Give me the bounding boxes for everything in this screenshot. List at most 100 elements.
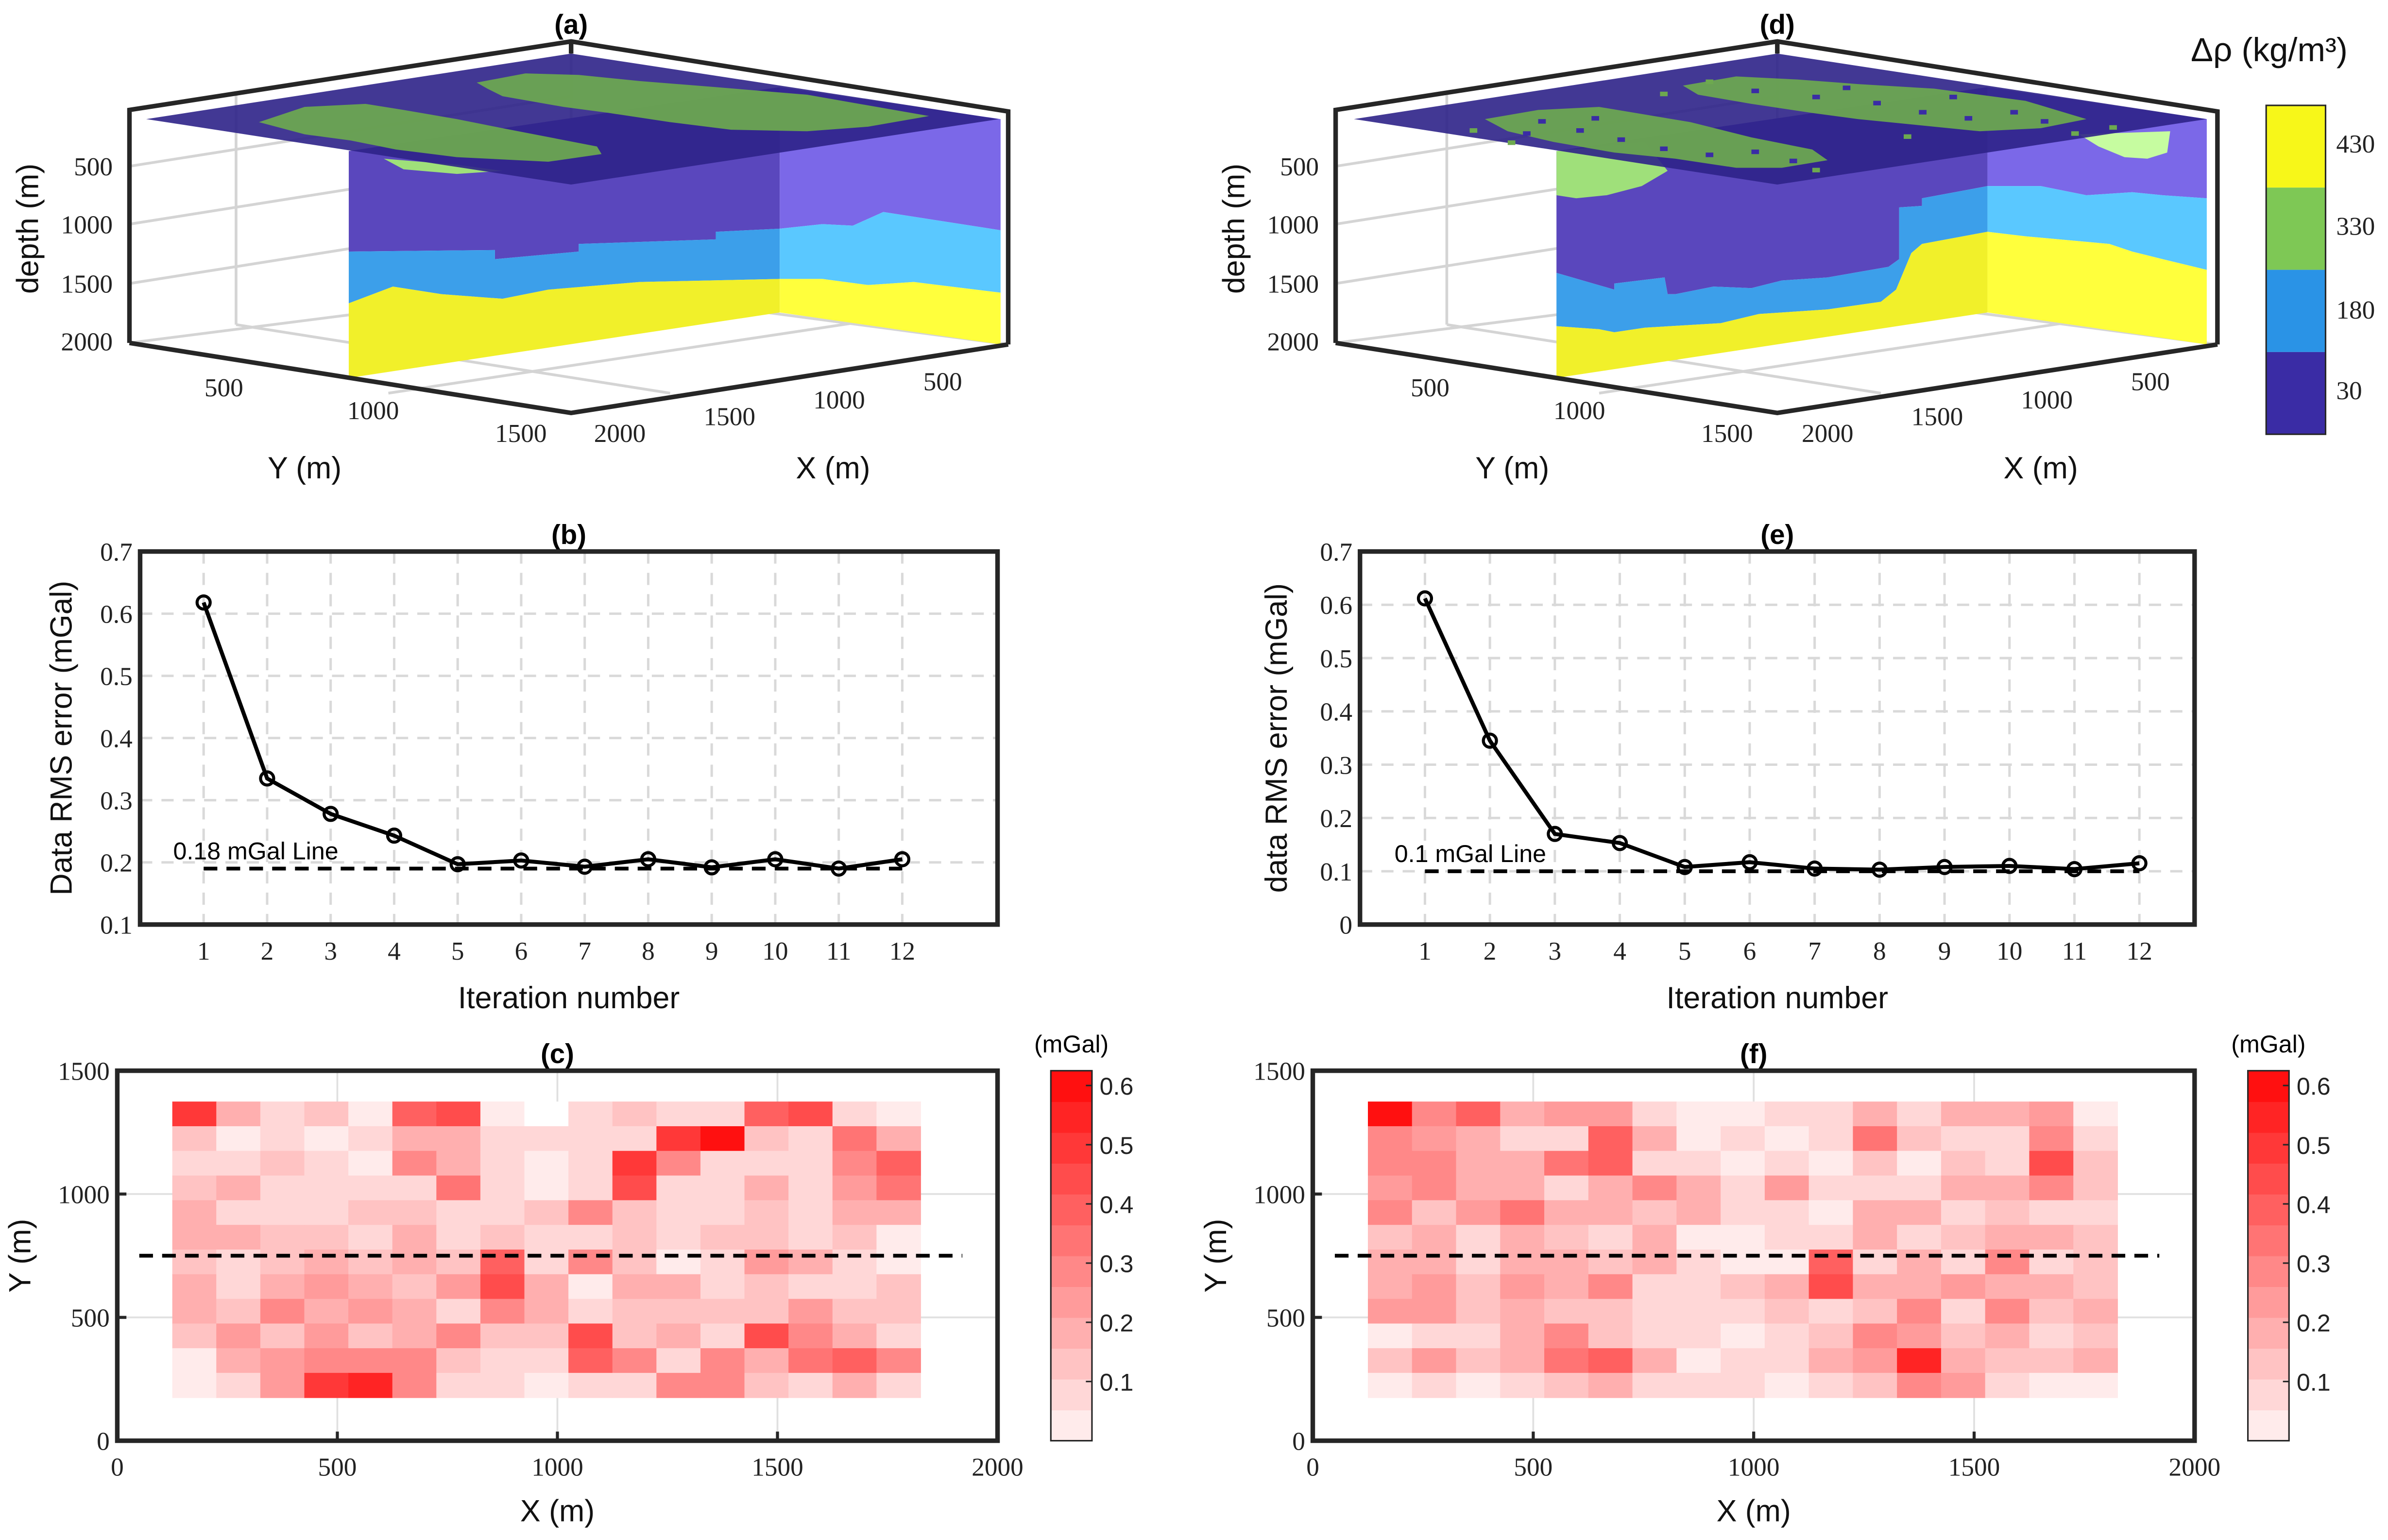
layer-green <box>2079 131 2170 159</box>
heatmap-cell <box>1676 1249 1722 1275</box>
heatmap-cell <box>700 1372 745 1398</box>
data-point <box>1741 854 1758 870</box>
heatmap-cell <box>524 1225 569 1250</box>
heatmap-cell <box>436 1323 481 1349</box>
heatmap-cell <box>1456 1249 1501 1275</box>
heatmap-cell <box>744 1200 789 1226</box>
heatmap-cell <box>1764 1200 1809 1226</box>
heatmap-cell <box>1412 1101 1457 1127</box>
heatmap-cell <box>1368 1225 1413 1250</box>
heatmap-cell <box>260 1225 305 1250</box>
panel-title: (a) <box>554 9 588 40</box>
heatmap-cell <box>392 1323 437 1349</box>
x-tick-label: 3 <box>1549 937 1562 965</box>
heatmap-cell <box>304 1274 349 1300</box>
colorbar-level-180 <box>2266 270 2326 352</box>
heatmap-cell <box>1588 1200 1633 1226</box>
x-tick-label: 500 <box>1514 1453 1552 1482</box>
y-tick-label: 1000 <box>58 1180 110 1209</box>
heatmap-cell <box>436 1274 481 1300</box>
heatmap-cell <box>612 1249 657 1275</box>
heatmap-cell <box>876 1348 921 1373</box>
heatmap-cell <box>1764 1175 1809 1201</box>
heatmap-cell <box>612 1372 657 1398</box>
heatmap-cell <box>1897 1225 1942 1250</box>
heatmap-cell <box>1941 1101 1986 1127</box>
colorbar-level <box>2248 1317 2289 1349</box>
heatmap-cell <box>348 1372 393 1398</box>
anomaly-speckles-outer <box>1469 79 2117 172</box>
colorbar-tick-label: 0.1 <box>1100 1369 1134 1396</box>
heatmap-cell <box>392 1372 437 1398</box>
y-tick-label: 500 <box>71 1303 110 1332</box>
x-tick-label: 11 <box>826 937 851 965</box>
heatmap-cell <box>2029 1372 2074 1398</box>
x-tick-label: 1000 <box>531 1453 583 1482</box>
y-tick-label: 0 <box>1339 911 1352 940</box>
x-tick-label: 2000 <box>972 1453 1023 1482</box>
heatmap-cell <box>788 1151 833 1176</box>
heatmap-cell <box>436 1225 481 1250</box>
reference-line-label: 0.1 mGal Line <box>1395 840 1546 867</box>
heatmap-cell <box>744 1274 789 1300</box>
heatmap-cell <box>1676 1151 1722 1176</box>
heatmap-cell <box>568 1348 613 1373</box>
heatmap-cell <box>1764 1225 1809 1250</box>
x-axis-label: X (m) <box>520 1494 595 1528</box>
heatmap-cell <box>1808 1274 1854 1300</box>
layer-yellow <box>1556 232 1988 378</box>
heatmap-cell <box>2073 1151 2118 1176</box>
heatmap-cell <box>1632 1348 1677 1373</box>
x-tick-label: 0 <box>111 1453 124 1482</box>
heatmap-cell <box>1368 1200 1413 1226</box>
heatmap-cell <box>480 1200 525 1226</box>
heatmap-cell <box>216 1323 261 1349</box>
density-colorbar: Δρ (kg/m³) 430 330 180 30 <box>2191 31 2375 435</box>
heatmap-cell <box>1500 1372 1545 1398</box>
heatmap-cell <box>480 1126 525 1151</box>
heatmap-cell <box>1721 1372 1765 1398</box>
heatmap-cell <box>1853 1323 1898 1349</box>
heatmap-cell <box>1632 1101 1677 1127</box>
heatmap-cell <box>436 1126 481 1151</box>
heat-colorbar: 0.1 0.2 0.3 0.4 0.5 0.6 (mGal) <box>1034 1031 1134 1442</box>
heatmap-cell <box>1632 1323 1677 1349</box>
heatmap-cell <box>260 1274 305 1300</box>
data-point <box>2001 858 2018 874</box>
top-plane <box>146 53 999 185</box>
heatmap-cell <box>2029 1126 2074 1151</box>
heatmap-cell <box>1897 1126 1942 1151</box>
heatmap-cell <box>568 1175 613 1201</box>
heatmap-cell <box>1808 1126 1854 1151</box>
colorbar-level <box>2248 1348 2289 1380</box>
heatmap-cell <box>1588 1101 1633 1127</box>
data-point <box>1547 826 1563 842</box>
heatmap-cell <box>1456 1323 1501 1349</box>
heatmap-cell <box>1985 1200 2030 1226</box>
heatmap-cell <box>524 1101 569 1127</box>
heatmap-cell <box>1412 1348 1457 1373</box>
data-point <box>195 594 212 611</box>
x-tick-label: 2 <box>261 937 274 965</box>
y-tick: 1000 <box>347 396 399 425</box>
heatmap-cell <box>1897 1274 1942 1300</box>
heatmap-cell <box>1897 1249 1942 1275</box>
x-axis-label: X (m) <box>2004 451 2078 485</box>
heatmap-cell <box>1456 1348 1501 1373</box>
x-tick-label: 8 <box>1873 937 1886 965</box>
heatmap-cell <box>612 1200 657 1226</box>
heatmap-cell <box>2073 1348 2118 1373</box>
layer-blue <box>1556 186 1988 333</box>
colorbar-level <box>1051 1225 1092 1256</box>
x-tick-label: 10 <box>762 937 788 965</box>
y-axis-label: Y (m) <box>1199 1219 1233 1293</box>
y-tick-label: 0.2 <box>100 849 133 878</box>
heatmap-cell <box>480 1249 525 1275</box>
heatmap-cell <box>1808 1151 1854 1176</box>
x-tick-label: 0 <box>1306 1453 1319 1482</box>
heatmap-cell <box>348 1323 393 1349</box>
heatmap-cell <box>304 1225 349 1250</box>
heatmap-cell <box>1368 1249 1413 1275</box>
heatmap-cell <box>1544 1225 1589 1250</box>
colorbar-level <box>2248 1194 2289 1226</box>
